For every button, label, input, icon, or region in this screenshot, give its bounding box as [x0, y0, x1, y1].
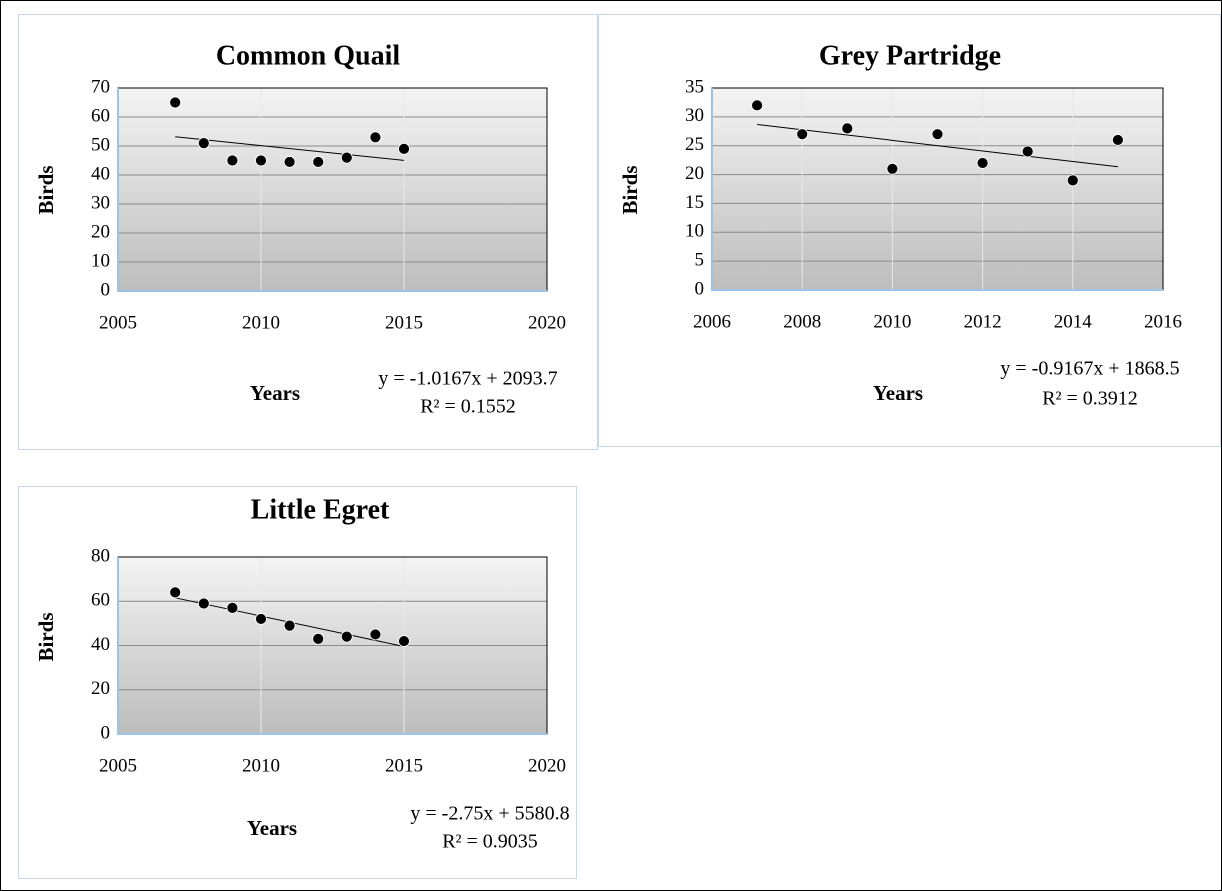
- point: [255, 154, 267, 167]
- point: [751, 99, 763, 112]
- point: [976, 157, 989, 169]
- point: [369, 131, 382, 144]
- y-tick-label: 60: [91, 590, 110, 611]
- plot-area: [118, 88, 547, 291]
- point: [398, 142, 410, 155]
- point: [169, 96, 182, 109]
- trendline: [175, 136, 405, 161]
- x-tick-label: 2012: [964, 311, 1002, 332]
- point: [398, 635, 410, 647]
- x-tick-label: 2016: [1144, 311, 1182, 332]
- y-tick-label: 5: [695, 250, 705, 271]
- chart-title: Common Quail: [216, 40, 401, 71]
- x-axis-label: Years: [247, 816, 297, 840]
- trend-equation: y = -1.0167x + 2093.7: [378, 368, 557, 390]
- point: [340, 630, 353, 643]
- chart-title: Grey Partridge: [819, 40, 1001, 71]
- y-tick-label: 0: [695, 278, 705, 299]
- x-tick-label: 2005: [99, 312, 137, 333]
- point: [283, 156, 296, 168]
- x-tick-label: 2020: [528, 312, 566, 333]
- plot-area: [712, 88, 1163, 290]
- x-tick-label: 2015: [385, 755, 423, 776]
- x-tick-label: 2010: [242, 755, 280, 776]
- y-tick-label: 40: [91, 163, 110, 184]
- trend-equation: y = -0.9167x + 1868.5: [1000, 358, 1179, 380]
- x-axis-label: Years: [873, 381, 923, 405]
- point: [169, 586, 182, 599]
- y-tick-label: 10: [685, 221, 704, 242]
- point: [1112, 134, 1124, 146]
- y-tick-label: 30: [685, 105, 704, 126]
- y-tick-label: 15: [685, 192, 704, 213]
- y-tick-label: 40: [91, 634, 110, 655]
- x-tick-label: 2008: [783, 311, 821, 332]
- y-tick-label: 35: [685, 76, 704, 97]
- point: [841, 122, 854, 135]
- y-tick-label: 80: [91, 545, 110, 566]
- y-tick-label: 20: [91, 678, 110, 699]
- y-tick-label: 10: [91, 250, 110, 271]
- point: [931, 128, 944, 141]
- point: [283, 619, 296, 632]
- y-axis-label: Birds: [34, 612, 58, 661]
- point: [226, 601, 239, 614]
- trendline: [757, 123, 1118, 168]
- chart-title: Little Egret: [251, 494, 390, 525]
- point: [312, 156, 325, 168]
- x-tick-label: 2014: [1054, 311, 1093, 332]
- y-tick-label: 70: [91, 76, 110, 97]
- y-tick-label: 60: [91, 105, 110, 126]
- r-squared: R² = 0.3912: [1042, 388, 1138, 410]
- y-tick-label: 0: [101, 722, 111, 743]
- y-tick-label: 20: [91, 221, 110, 242]
- x-axis-label: Years: [250, 381, 300, 405]
- point: [312, 632, 325, 645]
- point: [197, 597, 210, 610]
- y-tick-label: 20: [685, 163, 704, 184]
- x-tick-label: 2006: [693, 311, 731, 332]
- point: [369, 628, 382, 641]
- point: [1066, 174, 1079, 187]
- y-tick-label: 50: [91, 134, 110, 155]
- point: [886, 162, 899, 175]
- r-squared: R² = 0.9035: [442, 831, 538, 853]
- x-tick-label: 2010: [873, 311, 911, 332]
- y-axis-label: Birds: [618, 165, 642, 214]
- trend-equation: y = -2.75x + 5580.8: [410, 803, 569, 825]
- r-squared: R² = 0.1552: [420, 396, 516, 418]
- point: [226, 154, 239, 167]
- x-tick-label: 2010: [242, 312, 280, 333]
- x-tick-label: 2015: [385, 312, 423, 333]
- y-tick-label: 0: [101, 279, 111, 300]
- y-tick-label: 25: [685, 134, 704, 155]
- x-tick-label: 2020: [528, 755, 566, 776]
- point: [796, 128, 809, 141]
- y-tick-label: 30: [91, 192, 110, 213]
- y-axis-label: Birds: [34, 165, 58, 214]
- point: [255, 613, 267, 625]
- point: [197, 137, 210, 150]
- x-tick-label: 2005: [99, 755, 137, 776]
- point: [340, 151, 353, 164]
- point: [1021, 145, 1034, 158]
